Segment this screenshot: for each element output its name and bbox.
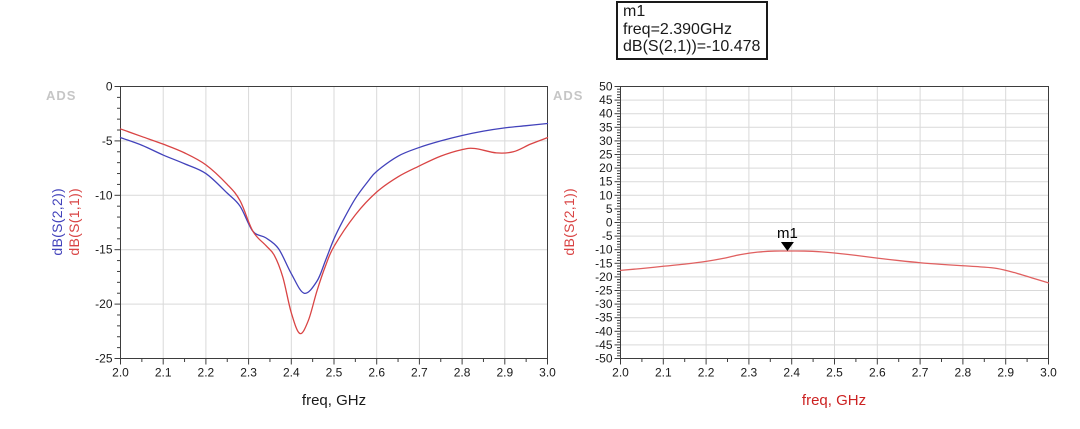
marker-triangle[interactable] <box>780 242 794 252</box>
svg-text:-20: -20 <box>595 270 613 284</box>
svg-text:-40: -40 <box>595 324 613 338</box>
y-axis-title-left: dB(S(2,2)) dB(S(1,1)) <box>44 86 88 358</box>
svg-text:-15: -15 <box>595 256 613 270</box>
svg-text:-25: -25 <box>595 284 613 298</box>
svg-text:2.0: 2.0 <box>112 366 129 380</box>
marker-readout-title: m1 <box>623 3 646 20</box>
svg-text:-5: -5 <box>102 134 113 148</box>
svg-text:50: 50 <box>599 80 613 94</box>
svg-text:2.3: 2.3 <box>240 366 257 380</box>
svg-text:0: 0 <box>606 216 613 230</box>
svg-text:2.2: 2.2 <box>698 366 715 380</box>
svg-text:2.3: 2.3 <box>741 366 758 380</box>
svg-text:2.4: 2.4 <box>283 366 300 380</box>
svg-text:20: 20 <box>599 161 613 175</box>
svg-text:-25: -25 <box>95 352 113 366</box>
svg-text:10: 10 <box>599 188 613 202</box>
ads-logo-watermark-left: ADS <box>46 88 77 103</box>
svg-text:-15: -15 <box>95 243 113 257</box>
svg-text:-10: -10 <box>95 188 113 202</box>
svg-text:-35: -35 <box>595 311 613 325</box>
svg-text:5: 5 <box>606 202 613 216</box>
marker-readout-box[interactable]: m1 freq=2.390GHz dB(S(2,1))=-10.478 <box>616 1 769 60</box>
svg-text:-45: -45 <box>595 338 613 352</box>
svg-text:45: 45 <box>599 93 613 107</box>
svg-text:2.6: 2.6 <box>368 366 385 380</box>
x-axis-title-left: freq, GHz <box>301 392 367 409</box>
svg-text:2.2: 2.2 <box>198 366 215 380</box>
svg-text:2.5: 2.5 <box>826 366 843 380</box>
svg-text:-30: -30 <box>595 297 613 311</box>
svg-text:15: 15 <box>599 175 613 189</box>
svg-text:2.0: 2.0 <box>612 366 629 380</box>
svg-text:30: 30 <box>599 134 613 148</box>
svg-text:2.5: 2.5 <box>326 366 343 380</box>
svg-text:-5: -5 <box>602 229 613 243</box>
y-axis-label-s22: dB(S(2,2)) <box>49 188 65 256</box>
x-axis-title-right: freq, GHz <box>801 392 867 409</box>
svg-text:3.0: 3.0 <box>539 366 556 380</box>
marker-label: m1 <box>777 225 798 242</box>
svg-text:40: 40 <box>599 107 613 121</box>
y-axis-label-s11: dB(S(1,1)) <box>66 188 82 256</box>
svg-text:2.7: 2.7 <box>411 366 428 380</box>
svg-text:2.7: 2.7 <box>912 366 929 380</box>
marker-readout-freq: freq=2.390GHz <box>623 20 732 38</box>
y-axis-title-right: dB(S(2,1)) <box>556 86 582 358</box>
svg-text:2.8: 2.8 <box>955 366 972 380</box>
svg-text:2.6: 2.6 <box>869 366 886 380</box>
marker-readout-value: dB(S(2,1))=-10.478 <box>623 38 761 55</box>
svg-text:2.9: 2.9 <box>997 366 1014 380</box>
svg-text:-20: -20 <box>95 297 113 311</box>
svg-text:-50: -50 <box>595 352 613 366</box>
y-axis-label-s21: dB(S(2,1)) <box>560 188 577 256</box>
svg-text:-10: -10 <box>595 243 613 257</box>
svg-text:2.1: 2.1 <box>655 366 672 380</box>
svg-text:0: 0 <box>106 80 113 94</box>
svg-text:2.9: 2.9 <box>496 366 513 380</box>
svg-text:3.0: 3.0 <box>1040 366 1057 380</box>
s-parameter-plot-right: 2.0 2.1 2.2 2.3 2.4 2.5 2.6 2.7 2.8 2.9 3.0-50-45-… <box>595 80 1057 380</box>
svg-text:2.8: 2.8 <box>454 366 471 380</box>
svg-text:25: 25 <box>599 148 613 162</box>
s-parameter-plot-left: 2.0 2.1 2.2 2.3 2.4 2.5 2.6 2.7 2.8 2.9 3.0 -25 -20 -… <box>95 80 556 380</box>
svg-text:35: 35 <box>599 120 613 134</box>
svg-text:2.1: 2.1 <box>155 366 172 380</box>
svg-text:2.4: 2.4 <box>783 366 800 380</box>
ads-logo-watermark-right: ADS <box>553 88 584 103</box>
